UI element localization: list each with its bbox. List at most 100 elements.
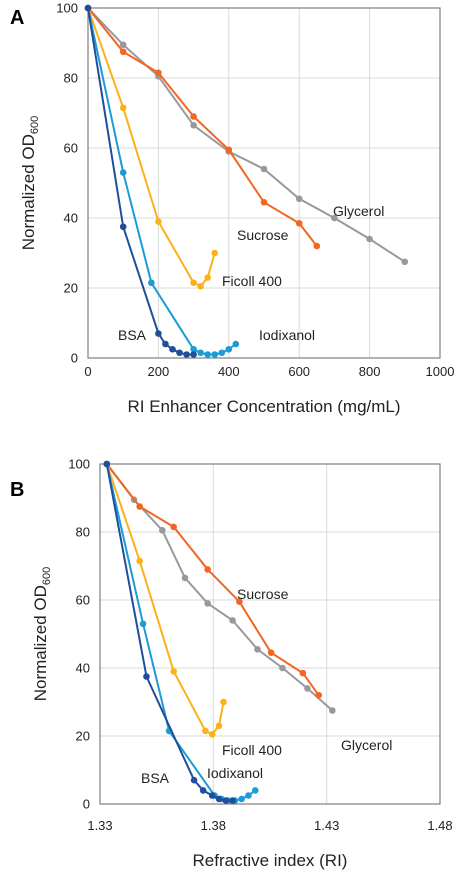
data-point (155, 218, 162, 225)
x-axis-title: RI Enhancer Concentration (mg/mL) (127, 397, 400, 416)
data-point (222, 797, 230, 804)
y-tick-label: 40 (76, 661, 90, 676)
data-point (329, 707, 336, 714)
data-point (218, 349, 226, 357)
data-point (155, 330, 162, 337)
data-point (232, 340, 240, 348)
series-label: Ficoll 400 (222, 742, 282, 758)
y-tick-label: 80 (64, 71, 78, 86)
data-point (197, 282, 204, 290)
data-point (183, 351, 190, 358)
x-tick-label: 400 (218, 364, 240, 379)
x-axis-title: Refractive index (RI) (193, 851, 348, 870)
data-point (220, 698, 227, 706)
y-tick-label: 100 (56, 1, 78, 16)
series-label: BSA (141, 770, 170, 786)
data-point (331, 214, 338, 222)
series-line-sucrose (87, 7, 318, 247)
data-point (119, 169, 127, 176)
series-line-iodixanol (87, 7, 237, 356)
data-point (366, 235, 373, 243)
x-tick-label: 1.48 (427, 818, 452, 833)
data-point (236, 598, 243, 605)
data-point (225, 146, 233, 154)
data-point (211, 249, 219, 257)
data-point (229, 797, 236, 804)
x-tick-label: 1.43 (314, 818, 339, 833)
data-point (260, 165, 268, 173)
data-point (279, 664, 286, 672)
data-point (176, 349, 183, 357)
y-axis-title: Normalized OD600 (19, 116, 41, 251)
x-tick-label: 1.33 (87, 818, 112, 833)
data-point (208, 792, 216, 799)
data-point (119, 48, 127, 56)
series-label: Glycerol (333, 203, 384, 219)
data-point (225, 345, 233, 353)
series-label: Glycerol (341, 737, 392, 753)
data-point (238, 795, 245, 803)
data-point (190, 113, 197, 120)
data-point (103, 460, 111, 468)
y-tick-label: 80 (76, 525, 90, 540)
data-point (170, 668, 177, 675)
series-line-ficoll-400 (87, 7, 216, 288)
y-tick-label: 20 (64, 281, 78, 296)
data-point (204, 274, 211, 281)
data-point (170, 523, 177, 531)
data-point (136, 557, 143, 565)
plot-frame (99, 463, 441, 805)
x-tick-label: 800 (359, 364, 381, 379)
data-point (162, 340, 169, 348)
data-point (199, 787, 207, 794)
data-point (211, 351, 219, 358)
data-point (202, 727, 209, 735)
data-point (197, 349, 204, 357)
data-point (401, 258, 409, 266)
data-point (295, 195, 303, 203)
y-tick-label: 100 (68, 457, 90, 472)
data-point (267, 649, 275, 656)
panel-b: 1.33 1.38 1.43 1.48 0 20 40 60 80 100 Refractive i… (10, 457, 453, 871)
series-line-sucrose (106, 463, 320, 696)
data-point (169, 345, 176, 353)
data-point (190, 121, 197, 129)
data-point (204, 566, 211, 573)
x-tick-label: 0 (84, 364, 91, 379)
y-tick-label: 40 (64, 211, 78, 226)
series-line-glycerol (87, 7, 406, 263)
data-point (119, 223, 127, 231)
data-point (190, 345, 197, 353)
data-point (313, 242, 321, 250)
data-point (254, 646, 261, 653)
data-point (260, 198, 268, 206)
series-label: Iodixanol (207, 765, 263, 781)
data-point (136, 503, 143, 510)
data-point (190, 776, 198, 784)
x-tick-label: 200 (148, 364, 170, 379)
data-point (304, 685, 311, 692)
data-point (159, 527, 166, 534)
data-point (295, 219, 303, 227)
data-point (119, 104, 127, 112)
panel-label: B (10, 479, 24, 501)
data-point (299, 669, 307, 677)
series-line-ficoll-400 (105, 463, 225, 736)
data-point (84, 4, 92, 12)
data-point (190, 279, 197, 287)
data-point (229, 617, 236, 624)
series-label: Iodixanol (259, 327, 315, 343)
series-label: BSA (118, 327, 147, 343)
panel-label: A (10, 7, 24, 29)
data-point (143, 673, 150, 680)
data-point (148, 279, 155, 287)
series-label: Sucrose (237, 227, 289, 243)
panel-a: 0 200 400 600 800 1000 0 20 40 60 80 100 RI Enhancer… (10, 1, 454, 417)
y-axis-title: Normalized OD600 (31, 567, 53, 702)
data-point (139, 620, 147, 628)
series-label: Sucrose (237, 586, 289, 602)
data-point (155, 69, 162, 77)
x-tick-label: 600 (288, 364, 310, 379)
plot-frame (87, 7, 441, 359)
